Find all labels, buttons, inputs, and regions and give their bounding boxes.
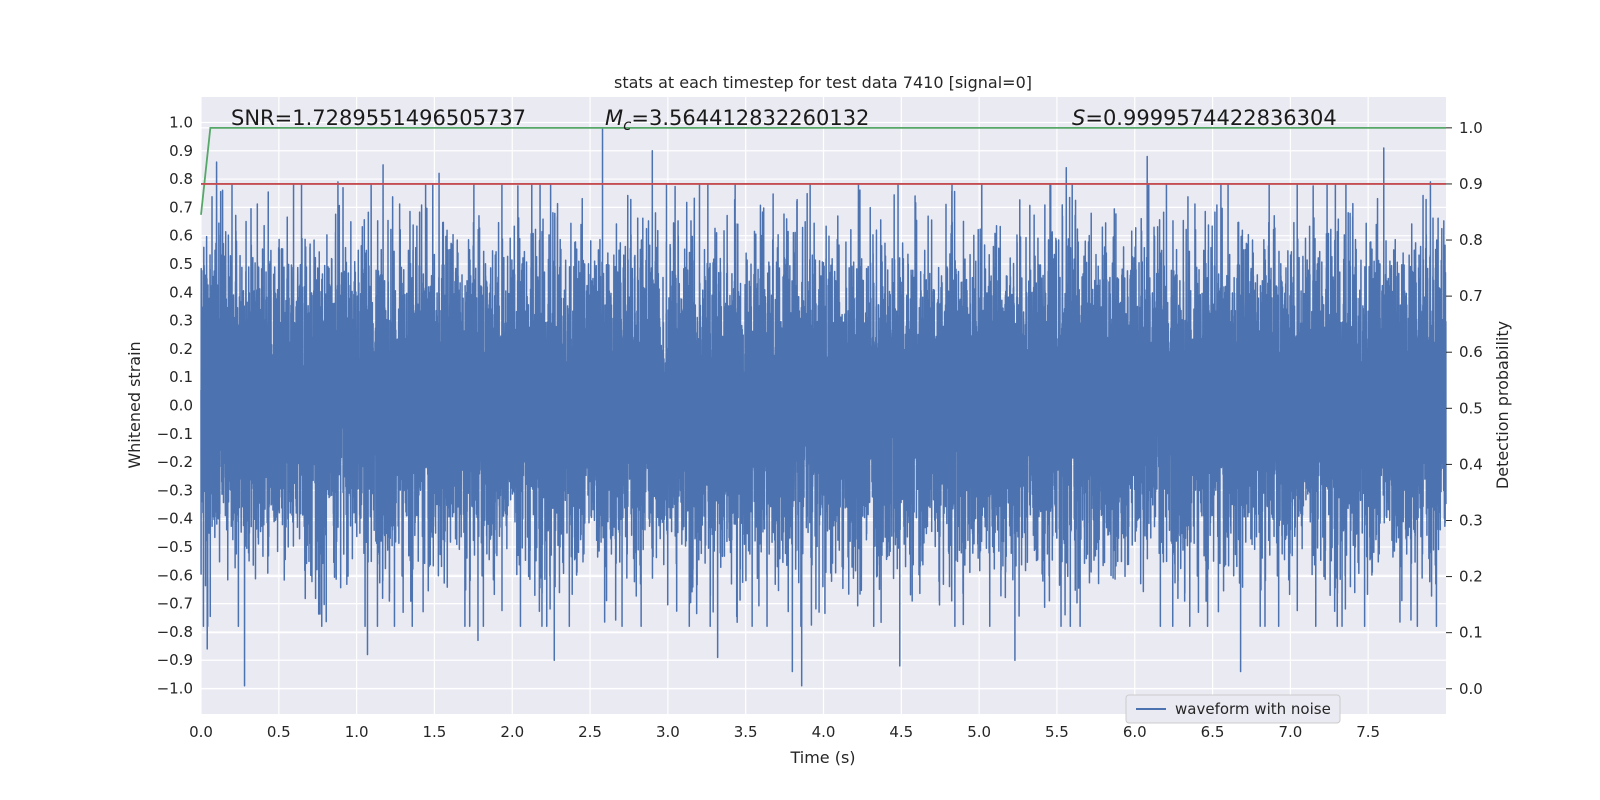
y2-tick-label: 0.5 [1459,399,1483,417]
x-tick-label: 4.5 [889,723,913,741]
detection-probability-line [200,126,1446,215]
x-tick-label: 5.0 [967,723,991,741]
y-axis-label: Whitened strain [125,341,144,468]
x-tick-label: 2.5 [578,723,602,741]
y-axis-ticks: 1.0 0.9 0.8 0.7 0.6 0.5 0.4 0.3 0.2 0.1 0.0 −0.1 −0.… [157,113,193,697]
y2-tick-label: 0.8 [1459,231,1483,249]
chart-title: stats at each timestep for test data 741… [614,73,1032,92]
x-axis-ticks: 0.0 0.5 1.0 1.5 2.0 2.5 3.0 3.5 4.0 4.5 5.0 5.5 6.0 6… [189,723,1380,741]
y-tick-label: −0.1 [157,425,193,443]
y-tick-label: 0.7 [169,198,193,216]
y-tick-label: 0.0 [169,397,193,415]
y2-tick-label: 0.3 [1459,511,1483,529]
mc-symbol: M [605,106,623,130]
y-tick-label: 0.2 [169,340,193,358]
y-tick-label: −0.3 [157,481,193,499]
y2-axis-ticks: 1.0 0.9 0.8 0.7 0.6 0.5 0.4 0.3 0.2 0.1 0.0 [1446,119,1483,698]
y2-tick-label: 0.7 [1459,287,1483,305]
x-tick-label: 3.5 [734,723,758,741]
chirp-mass-annotation: Mc=3.564412832260132 [605,106,869,134]
y-tick-label: 0.1 [169,368,193,386]
legend: waveform with noise [1125,694,1341,724]
s-annotation: S=0.9999574422836304 [1072,106,1337,130]
mc-value: =3.564412832260132 [631,106,869,130]
s-value: =0.9999574422836304 [1085,106,1336,130]
y2-tick-label: 1.0 [1459,119,1483,137]
x-tick-label: 0.5 [267,723,291,741]
x-tick-label: 0.0 [189,723,213,741]
waveform-series [200,127,1447,687]
y-tick-label: −0.6 [157,566,193,584]
y2-tick-label: 0.0 [1459,680,1483,698]
y2-tick-label: 0.6 [1459,343,1483,361]
x-tick-label: 6.5 [1201,723,1225,741]
y2-tick-label: 0.9 [1459,175,1483,193]
x-tick-label: 1.0 [345,723,369,741]
y-tick-label: 0.8 [169,170,193,188]
y-tick-label: −0.7 [157,595,193,613]
y-tick-label: −0.5 [157,538,193,556]
y2-tick-label: 0.1 [1459,624,1483,642]
x-tick-label: 7.0 [1278,723,1302,741]
legend-entry: waveform with noise [1175,700,1331,718]
y-tick-label: 0.9 [169,142,193,160]
y-tick-label: −1.0 [157,680,193,698]
y-tick-label: 0.5 [169,255,193,273]
x-tick-label: 5.5 [1045,723,1069,741]
y-tick-label: −0.8 [157,623,193,641]
y-tick-label: 0.6 [169,227,193,245]
y-tick-label: 0.4 [169,283,193,301]
y-tick-label: −0.9 [157,651,193,669]
y-tick-label: 0.3 [169,312,193,330]
x-axis-label: Time (s) [789,748,855,767]
s-symbol: S [1072,106,1085,130]
waveform-line [200,127,1447,687]
y2-tick-label: 0.2 [1459,568,1483,586]
y-tick-label: −0.4 [157,510,193,528]
y-tick-label: −0.2 [157,453,193,471]
legend-box [1125,694,1341,724]
mc-subscript: c [623,116,632,134]
x-tick-label: 3.0 [656,723,680,741]
y-tick-label: 1.0 [169,113,193,131]
y2-tick-label: 0.4 [1459,455,1483,473]
snr-annotation: SNR=1.7289551496505737 [231,106,526,130]
x-tick-label: 6.0 [1123,723,1147,741]
x-tick-label: 2.0 [500,723,524,741]
y2-axis-label: Detection probability [1493,321,1512,489]
probability-lines [200,126,1446,215]
x-tick-label: 7.5 [1356,723,1380,741]
x-tick-label: 1.5 [423,723,447,741]
x-tick-label: 4.0 [812,723,836,741]
